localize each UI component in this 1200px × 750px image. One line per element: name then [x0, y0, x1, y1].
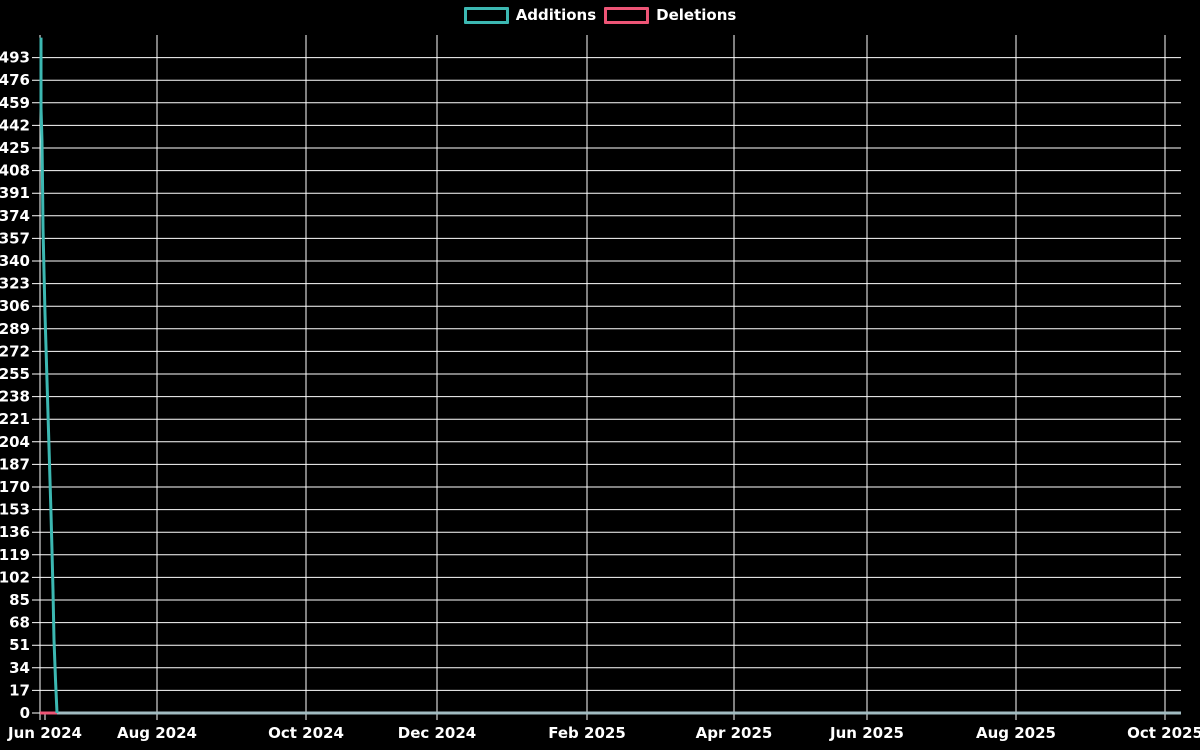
- y-tick-label: 119: [0, 546, 30, 564]
- legend-item-additions[interactable]: Additions: [463, 6, 597, 24]
- y-tick-label: 425: [0, 139, 30, 157]
- deletions-swatch: [604, 6, 650, 24]
- y-tick-labels: 0 17 34 51 68 85 102 119 136 153 170 187 204 221 238 25…: [0, 49, 30, 722]
- y-tick-label: 136: [0, 523, 30, 541]
- x-tick-label: Aug 2024: [117, 724, 197, 742]
- legend: Additions Deletions: [0, 6, 1200, 24]
- y-tick-label: 289: [0, 320, 30, 338]
- x-tick-label: Feb 2025: [548, 724, 626, 742]
- additions-swatch: [463, 6, 509, 24]
- y-tick-label: 357: [0, 229, 30, 247]
- y-tick-label: 408: [0, 162, 30, 180]
- y-tick-label: 51: [9, 636, 30, 654]
- y-tick-label: 272: [0, 342, 30, 360]
- y-tick-label: 221: [0, 410, 30, 428]
- y-tick-label: 17: [9, 681, 30, 699]
- x-tick-label: Jun 2025: [829, 724, 904, 742]
- y-tick-label: 493: [0, 49, 30, 67]
- y-tick-label: 306: [0, 297, 30, 315]
- deletions-label: Deletions: [656, 6, 737, 24]
- x-tick-label: Oct 2024: [268, 724, 344, 742]
- y-tick-label: 340: [0, 252, 30, 270]
- y-tick-label: 170: [0, 478, 30, 496]
- y-tick-label: 34: [9, 659, 30, 677]
- y-gridlines: [32, 57, 1181, 714]
- x-gridlines: [44, 35, 1166, 720]
- y-tick-label: 187: [0, 455, 30, 473]
- additions-line: [39, 37, 59, 714]
- y-tick-label: 442: [0, 116, 30, 134]
- y-tick-label: 374: [0, 207, 30, 225]
- x-tick-label: Jun 2024: [7, 724, 82, 742]
- x-tick-label: Apr 2025: [696, 724, 773, 742]
- y-tick-label: 391: [0, 184, 30, 202]
- legend-item-deletions[interactable]: Deletions: [604, 6, 736, 24]
- y-tick-label: 204: [0, 433, 30, 451]
- y-tick-label: 68: [9, 614, 30, 632]
- x-tick-label: Aug 2025: [976, 724, 1056, 742]
- y-tick-label: 0: [20, 704, 30, 722]
- y-tick-label: 238: [0, 388, 30, 406]
- y-tick-label: 323: [0, 275, 30, 293]
- y-tick-label: 476: [0, 71, 30, 89]
- x-tick-label: Oct 2025: [1127, 724, 1200, 742]
- additions-label: Additions: [515, 6, 597, 24]
- y-tick-label: 102: [0, 568, 30, 586]
- x-tick-labels: Jun 2024 Aug 2024 Oct 2024 Dec 2024 Feb 2025…: [7, 724, 1200, 742]
- y-tick-label: 153: [0, 501, 30, 519]
- y-tick-label: 459: [0, 94, 30, 112]
- y-tick-label: 255: [0, 365, 30, 383]
- y-tick-label: 85: [9, 591, 30, 609]
- x-tick-label: Dec 2024: [398, 724, 477, 742]
